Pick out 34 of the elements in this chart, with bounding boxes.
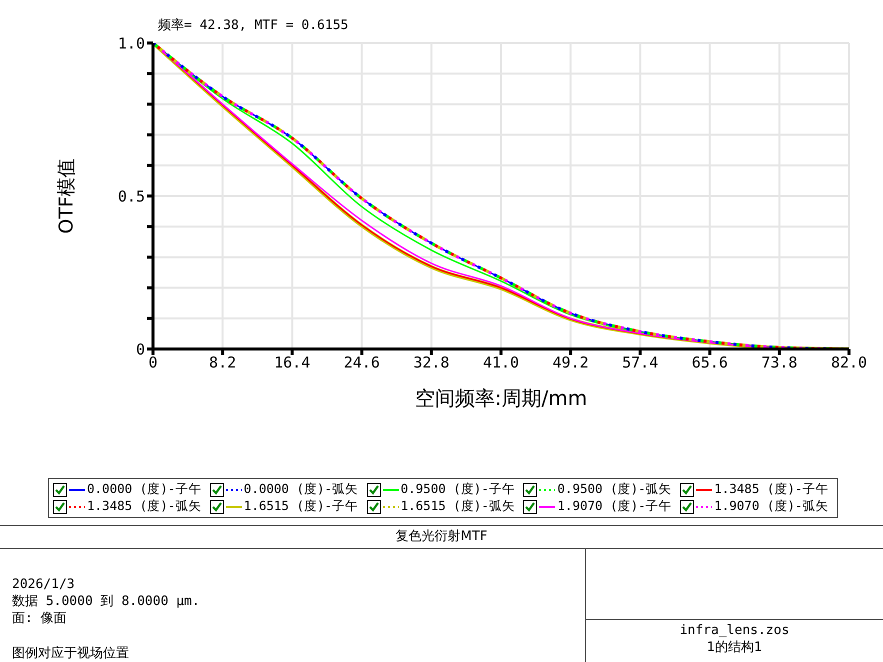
- x-tick-label: 41.0: [482, 354, 520, 372]
- legend-label: 0.9500 (度)-子午: [400, 481, 515, 498]
- legend-label: 0.0000 (度)-弧矢: [244, 481, 358, 498]
- x-tick-label: 73.8: [761, 354, 798, 372]
- text: 频率= 42.38, MTF = 0.6155: [158, 17, 348, 34]
- legend-label: 1.6515 (度)-弧矢: [400, 498, 515, 515]
- x-axis-title: 空间频率:周期/mm: [414, 386, 588, 410]
- text: infra_lens.zos: [678, 623, 790, 638]
- text: 面: 像面: [12, 610, 68, 627]
- x-tick-label: 82.0: [830, 354, 868, 372]
- legend-label: 1.3485 (度)-弧矢: [87, 498, 202, 515]
- legend-label: 0.0000 (度)-子午: [87, 481, 202, 498]
- x-tick-label: 24.6: [344, 354, 380, 372]
- x-tick-label: 49.2: [552, 354, 589, 372]
- x-tick-label: 65.6: [692, 354, 728, 372]
- x-tick-label: 32.8: [413, 354, 450, 372]
- text: 图例对应于视场位置: [12, 645, 130, 662]
- text: 数据 5.0000 到 8.0000 µm.: [12, 593, 200, 610]
- legend-label: 1.3485 (度)-子午: [714, 481, 828, 498]
- y-tick-label: 1.0: [118, 34, 145, 52]
- y-axis-title: OTF模值: [56, 158, 78, 234]
- legend-label: 1.9070 (度)-弧矢: [714, 498, 828, 515]
- y-tick-label: 0: [136, 340, 145, 358]
- text: 2026/1/3: [12, 576, 76, 593]
- y-tick-label: 0.5: [118, 187, 145, 206]
- x-tick-label: 57.4: [622, 354, 658, 372]
- legend-label: 1.9070 (度)-子午: [557, 498, 672, 515]
- x-tick-label: 16.4: [274, 354, 310, 372]
- legend-label: 0.9500 (度)-弧矢: [557, 481, 672, 498]
- text: 1的结构1: [706, 639, 764, 656]
- legend-label: 1.6515 (度)-子午: [244, 498, 358, 515]
- x-tick-label: 0: [148, 354, 158, 372]
- x-tick-label: 8.2: [209, 354, 236, 372]
- text: 复色光衍射MTF: [0, 526, 883, 549]
